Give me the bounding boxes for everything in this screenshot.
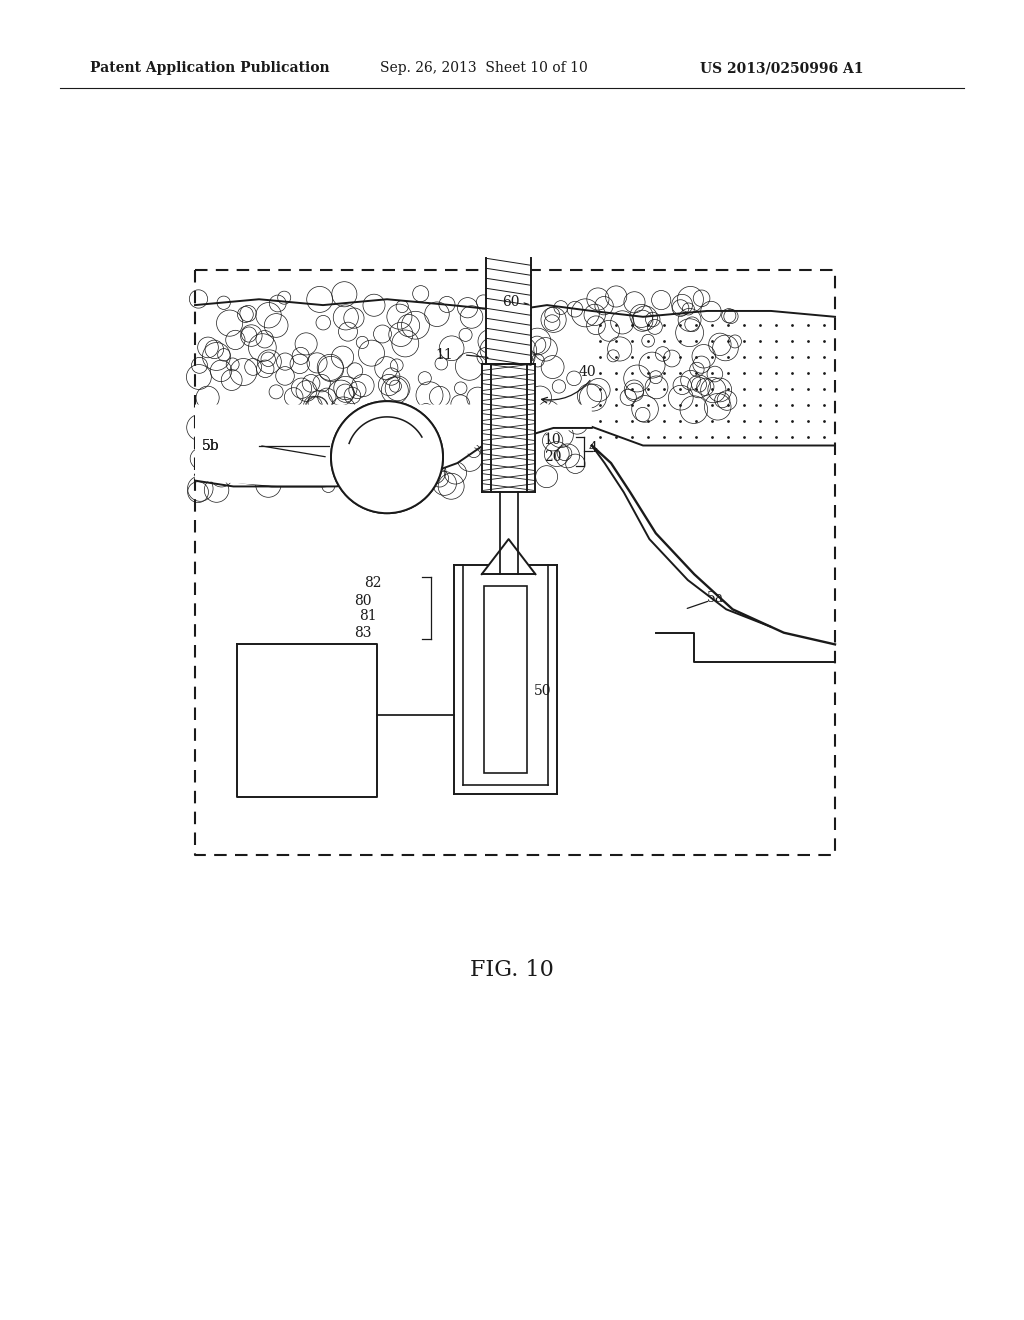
Polygon shape (481, 539, 536, 574)
Text: 4: 4 (589, 441, 597, 455)
Text: 80: 80 (354, 594, 372, 607)
Circle shape (331, 401, 443, 513)
Polygon shape (481, 363, 536, 492)
Text: 5b: 5b (202, 438, 219, 453)
Text: 5a: 5a (707, 590, 724, 605)
Text: 81: 81 (359, 610, 377, 623)
Text: 40: 40 (579, 366, 597, 379)
Text: 60: 60 (502, 296, 520, 309)
Text: 10: 10 (544, 433, 561, 446)
Text: 11: 11 (435, 348, 453, 362)
Circle shape (331, 401, 443, 513)
Polygon shape (490, 363, 526, 492)
Polygon shape (195, 404, 592, 487)
Text: Sep. 26, 2013  Sheet 10 of 10: Sep. 26, 2013 Sheet 10 of 10 (380, 61, 588, 75)
Text: US 2013/0250996 A1: US 2013/0250996 A1 (700, 61, 863, 75)
Text: 20: 20 (544, 450, 561, 465)
Polygon shape (486, 259, 531, 363)
Text: 5b: 5b (202, 438, 219, 453)
Text: 83: 83 (354, 626, 372, 640)
Polygon shape (484, 586, 526, 774)
Text: 82: 82 (365, 576, 382, 590)
Text: FIG. 10: FIG. 10 (470, 960, 554, 981)
Text: 50: 50 (535, 684, 552, 698)
Polygon shape (500, 492, 517, 574)
Text: Patent Application Publication: Patent Application Publication (90, 61, 330, 75)
